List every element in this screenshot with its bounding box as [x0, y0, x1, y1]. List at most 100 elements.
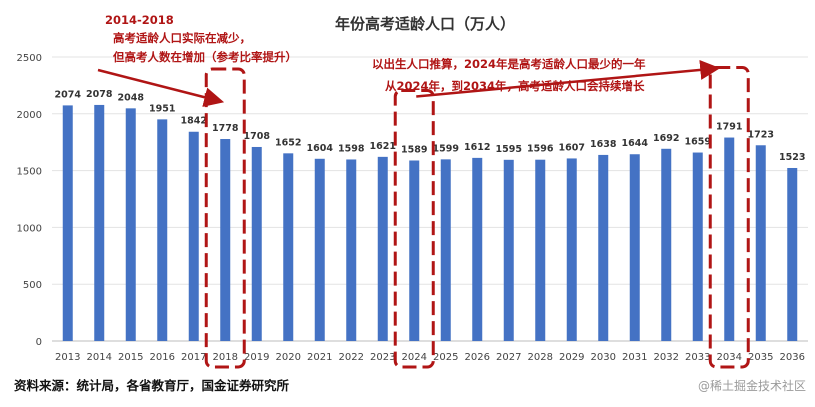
bar	[503, 159, 514, 341]
y-axis: 0 500 1000 1500 2000 2500	[17, 53, 42, 348]
annotation-line: 高考适龄人口实际在减少，	[113, 31, 251, 45]
x-tick-label: 2035	[748, 352, 773, 363]
bar	[472, 157, 483, 341]
data-label: 1659	[685, 137, 711, 148]
y-tick-label: 500	[23, 280, 42, 291]
bar	[346, 159, 357, 341]
annotation-2014-2018: 2014-2018 高考适龄人口实际在减少， 但高考人数在增加（参考比率提升）	[105, 13, 297, 64]
highlight-boxes	[204, 66, 750, 369]
data-label: 1596	[527, 144, 554, 155]
x-tick-label: 2030	[591, 352, 616, 363]
highlight-box	[204, 67, 246, 369]
data-label: 1599	[433, 143, 459, 154]
y-tick-label: 0	[36, 337, 42, 348]
data-label: 1778	[212, 123, 239, 134]
y-tick-label: 1000	[17, 223, 42, 234]
y-tick-label: 2500	[17, 53, 42, 64]
x-tick-label: 2029	[559, 352, 584, 363]
bar	[787, 167, 798, 341]
annotation-2024-2034: 以出生人口推算，2024年是高考适龄人口最少的一年从2024年，到2034年，高…	[372, 57, 646, 93]
bars	[62, 104, 798, 342]
x-tick-label: 2021	[307, 352, 332, 363]
x-tick-label: 2017	[181, 352, 206, 363]
watermark: @稀土掘金技术社区	[698, 378, 806, 393]
bar	[188, 131, 199, 341]
y-tick-label: 2000	[17, 110, 42, 121]
annotation-line: 从2024年，到2034年，高考适龄人口会持续增长	[385, 79, 645, 93]
data-label: 1589	[401, 144, 427, 155]
arrow-2014-2018	[97, 68, 225, 107]
source-note: 资料来源：统计局，各省教育厅，国金证券研究所	[14, 378, 290, 393]
bar	[661, 148, 672, 341]
chart-title: 年份高考适龄人口（万人）	[335, 15, 515, 33]
bar	[94, 104, 105, 341]
data-label: 1598	[338, 143, 365, 154]
bar	[220, 139, 231, 341]
data-label: 1652	[275, 137, 301, 148]
annotation-line: 以出生人口推算，2024年是高考适龄人口最少的一年	[372, 57, 646, 71]
x-tick-label: 2033	[685, 352, 710, 363]
x-tick-label: 2020	[276, 352, 301, 363]
data-label: 1842	[181, 116, 207, 127]
x-axis: 2013 2014 2015 2016 2017 2018 2019 2020 2021 2022…	[55, 352, 805, 363]
bar	[157, 119, 168, 342]
data-label: 1638	[590, 139, 617, 150]
data-label: 1644	[622, 138, 649, 149]
bar	[251, 146, 262, 341]
data-labels: 2074 2078 2048 1951 1842 1778 1708 1652 1604 1598…	[55, 89, 806, 163]
highlight-box	[708, 66, 750, 369]
annotations: 2014-2018 高考适龄人口实际在减少， 但高考人数在增加（参考比率提升） 以出生…	[97, 13, 721, 107]
x-tick-label: 2034	[717, 352, 742, 363]
bar	[724, 137, 735, 341]
bar	[629, 154, 640, 341]
x-tick-label: 2026	[465, 352, 490, 363]
data-label: 1951	[149, 103, 175, 114]
x-tick-label: 2015	[118, 352, 143, 363]
x-tick-label: 2025	[433, 352, 458, 363]
bar	[598, 154, 609, 341]
bar	[62, 105, 73, 341]
x-tick-label: 2024	[402, 352, 427, 363]
data-label: 1723	[748, 129, 774, 140]
bar	[314, 158, 325, 341]
annotation-line: 但高考人数在增加（参考比率提升）	[112, 50, 297, 64]
highlight-box	[393, 88, 435, 369]
data-label: 1523	[779, 152, 805, 163]
bar	[409, 160, 420, 341]
bar	[283, 153, 294, 341]
y-tick-label: 1500	[17, 167, 42, 178]
bar	[566, 158, 577, 341]
data-label: 1607	[559, 142, 585, 153]
x-tick-label: 2032	[654, 352, 679, 363]
data-label: 2074	[55, 89, 82, 100]
data-label: 1604	[307, 143, 334, 154]
data-label: 2048	[118, 92, 145, 103]
x-tick-label: 2018	[213, 352, 238, 363]
x-tick-label: 2031	[622, 352, 647, 363]
annotation-line: 2014-2018	[105, 13, 174, 27]
bar	[377, 156, 388, 341]
x-tick-label: 2016	[150, 352, 175, 363]
data-label: 1595	[496, 144, 522, 155]
gridlines	[52, 56, 808, 342]
x-tick-label: 2027	[496, 352, 521, 363]
x-tick-label: 2036	[780, 352, 805, 363]
x-tick-label: 2028	[528, 352, 553, 363]
data-label: 1621	[370, 141, 396, 152]
x-tick-label: 2022	[339, 352, 364, 363]
data-label: 1708	[244, 131, 271, 142]
arrow-2024-2034	[416, 59, 721, 98]
bar	[125, 108, 136, 341]
x-tick-label: 2013	[55, 352, 80, 363]
x-tick-label: 2014	[87, 352, 112, 363]
bar	[692, 152, 703, 341]
data-label: 1692	[653, 133, 679, 144]
x-tick-label: 2023	[370, 352, 395, 363]
data-label: 1612	[464, 142, 490, 153]
bar	[535, 159, 546, 341]
x-tick-label: 2019	[244, 352, 269, 363]
data-label: 1791	[716, 122, 742, 133]
bar	[755, 145, 766, 341]
bar	[440, 159, 451, 341]
